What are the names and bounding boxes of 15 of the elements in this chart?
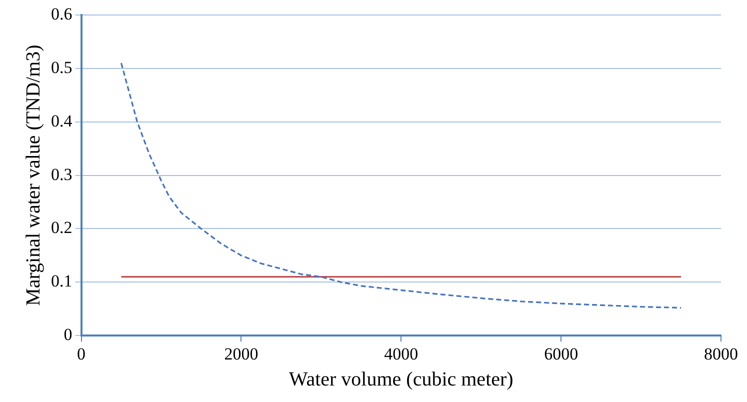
x-axis-title: Water volume (cubic meter) [288, 368, 514, 390]
line-series [120, 62, 682, 309]
y-tick-label: 0 [64, 325, 72, 344]
y-tick-label: 0.4 [51, 111, 73, 130]
y-tick-label: 0.3 [51, 164, 72, 184]
x-tick-label: 2000 [224, 344, 258, 364]
y-tick-label: 0.6 [51, 4, 72, 24]
x-tick-label: 8000 [704, 344, 738, 364]
y-tick-label: 0.5 [51, 58, 72, 77]
x-tick-label: 6000 [544, 344, 578, 364]
y-tick-label: 0.1 [51, 272, 72, 291]
x-tick-label: 0 [77, 344, 86, 364]
x-tick-label: 4000 [384, 344, 418, 364]
y-tick-label: 0.2 [51, 218, 72, 238]
y-axis-title: Marginal water value (TND/m3) [22, 44, 44, 306]
